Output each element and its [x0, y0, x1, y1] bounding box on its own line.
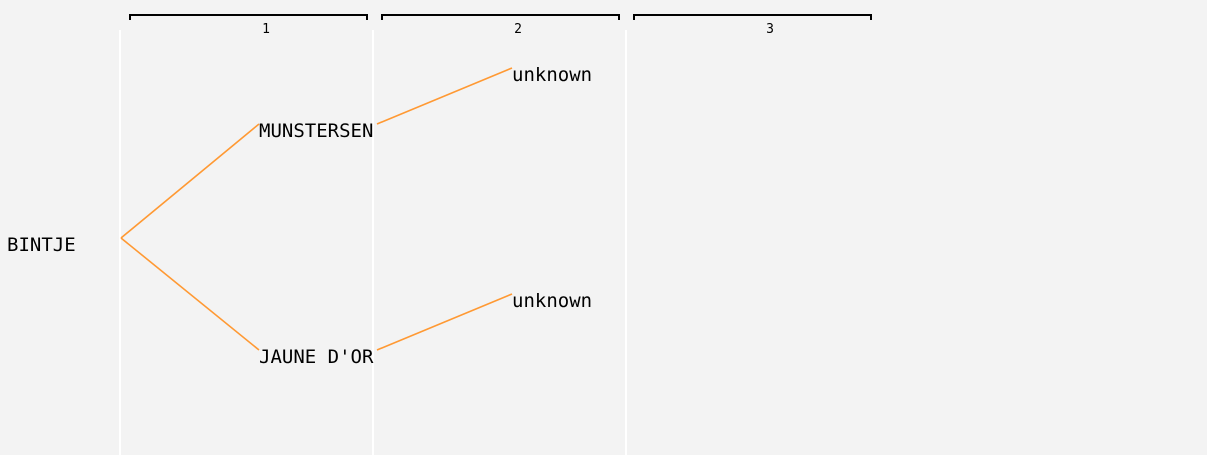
- tree-nodes: BINTJE MUNSTERSEN JAUNE D'OR unknown unk…: [7, 64, 592, 368]
- parent-node-label: MUNSTERSEN: [259, 120, 373, 142]
- generation-label: 2: [514, 22, 522, 37]
- tree-edges: [120, 67, 513, 351]
- grandparent-node-label: unknown: [512, 64, 592, 86]
- generation-bracket-2: 2: [381, 14, 620, 37]
- edge-munstersen-to-unknown: [376, 67, 513, 125]
- generation-bracket-3: 3: [633, 14, 872, 37]
- generation-label: 1: [262, 22, 270, 37]
- column-dividers: [119, 30, 627, 455]
- edge-jaune-dor-to-unknown: [376, 293, 513, 351]
- edge-root-to-jaune-dor: [120, 237, 260, 351]
- edge-root-to-munstersen: [120, 123, 260, 239]
- root-node-label: BINTJE: [7, 234, 76, 256]
- parent-node-label: JAUNE D'OR: [259, 346, 374, 368]
- generation-bracket-1: 1: [129, 14, 368, 37]
- grandparent-node-label: unknown: [512, 290, 592, 312]
- generation-label: 3: [766, 22, 774, 37]
